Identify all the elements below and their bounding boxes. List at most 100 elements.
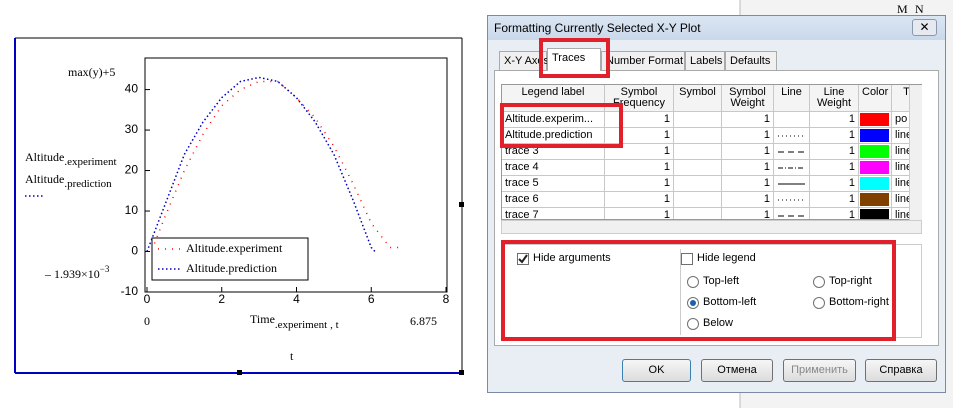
weight-cell: 1 <box>722 176 774 192</box>
toolbar-m: M <box>897 2 908 16</box>
dialog: Formatting Currently Selected X-Y Plot ✕… <box>487 15 946 393</box>
highlight-options <box>501 240 896 341</box>
weight-cell: 1 <box>722 144 774 160</box>
line-cell <box>774 160 810 176</box>
line-weight-cell: 1 <box>810 192 859 208</box>
line-cell <box>774 192 810 208</box>
radio[interactable] <box>813 297 825 309</box>
y-label: Altitude.experiment <box>25 150 117 168</box>
radio-dot <box>690 300 696 306</box>
v-scrollbar[interactable] <box>909 85 922 220</box>
color-cell <box>859 192 892 208</box>
x-label-sub: .experiment <box>275 319 327 331</box>
legend-label: Altitude.prediction <box>186 261 277 275</box>
y-tick-label: 0 <box>131 244 138 258</box>
color-cell <box>859 208 892 219</box>
y-label-name: Altitude <box>25 150 64 164</box>
radio-label: Top-left <box>703 275 740 287</box>
y-label-sub: .experiment <box>64 156 116 168</box>
x-tick-label: 2 <box>218 292 225 306</box>
x-label-bottom: t <box>290 349 294 363</box>
radio[interactable] <box>687 318 699 330</box>
line-cell <box>774 128 810 144</box>
column-header: Symbol Weight <box>722 85 774 112</box>
dialog-button[interactable]: Отмена <box>701 359 773 382</box>
dialog-button[interactable]: OK <box>622 359 691 382</box>
frequency-cell: 1 <box>605 160 674 176</box>
legend-label-cell[interactable]: trace 6 <box>502 192 605 208</box>
dialog-button[interactable]: Справка <box>865 359 937 382</box>
line-style <box>778 183 805 185</box>
frequency-cell: 1 <box>605 112 674 128</box>
y-tick-label: 30 <box>125 122 139 136</box>
close-button[interactable]: ✕ <box>912 19 937 36</box>
legend-label-cell[interactable]: trace 3 <box>502 144 605 160</box>
type-cell: line <box>892 176 921 192</box>
color-cell <box>859 112 892 128</box>
check-mark <box>518 254 528 264</box>
highlight-tab <box>539 38 610 78</box>
y-tick-label: 10 <box>125 203 139 217</box>
legend-label: Altitude.experiment <box>186 241 283 255</box>
resize-handle[interactable] <box>459 370 464 375</box>
color-swatch <box>860 129 889 142</box>
line-weight-cell: 1 <box>810 160 859 176</box>
weight-cell: 1 <box>722 160 774 176</box>
column-header: Line Weight <box>810 85 859 112</box>
y-tick-label: -10 <box>121 284 139 298</box>
line-style <box>778 215 805 217</box>
check-path <box>518 254 528 264</box>
tab[interactable]: Labels <box>685 51 725 70</box>
color-swatch <box>860 177 889 190</box>
y-min-exponent: −3 <box>100 264 110 274</box>
group-divider <box>680 249 681 335</box>
dialog-title: Formatting Currently Selected X-Y Plot <box>488 16 945 40</box>
legend-label-cell[interactable]: trace 4 <box>502 160 605 176</box>
tab[interactable]: Number Format <box>601 51 685 70</box>
legend-label-cell[interactable]: Altitude.prediction <box>502 128 605 144</box>
tab[interactable]: X-Y Axes <box>499 51 549 70</box>
weight-cell: 1 <box>722 112 774 128</box>
y-label-sub: .prediction <box>64 178 112 190</box>
resize-handle[interactable] <box>459 202 464 207</box>
line-style <box>778 167 805 169</box>
legend-label-cell[interactable]: trace 7 <box>502 208 605 219</box>
frequency-cell: 1 <box>605 176 674 192</box>
dialog-button[interactable]: Применить <box>783 359 856 382</box>
color-swatch <box>860 193 889 206</box>
weight-cell: 1 <box>722 128 774 144</box>
symbol-cell <box>674 176 722 192</box>
symbol-cell <box>674 160 722 176</box>
checkbox[interactable] <box>681 253 693 265</box>
h-scrollbar[interactable] <box>501 220 922 234</box>
legend-label-cell[interactable]: Altitude.experim... <box>502 112 605 128</box>
x-label-name: Time <box>250 312 275 326</box>
line-weight-cell: 1 <box>810 144 859 160</box>
line-style <box>778 135 805 137</box>
checkbox[interactable] <box>517 253 529 265</box>
resize-handle[interactable] <box>237 370 242 375</box>
line-weight-cell: 1 <box>810 208 859 219</box>
weight-cell: 1 <box>722 208 774 219</box>
legend-label-cell[interactable]: trace 5 <box>502 176 605 192</box>
checkbox-label: Hide arguments <box>533 252 611 264</box>
radio[interactable] <box>813 276 825 288</box>
type-cell: line <box>892 144 921 160</box>
line-style <box>778 199 805 201</box>
column-header: Symbol Frequency <box>605 85 674 112</box>
line-style <box>778 151 805 153</box>
radio[interactable] <box>687 276 699 288</box>
tab[interactable]: Traces <box>547 48 601 71</box>
tab[interactable]: Defaults <box>725 51 777 70</box>
radio[interactable] <box>687 297 699 309</box>
line-cell <box>774 112 810 128</box>
color-cell <box>859 144 892 160</box>
x-tick-label: 6 <box>368 292 375 306</box>
y-min-label: – 1.939×10−3 <box>44 264 110 281</box>
x-tick-label: 0 <box>144 292 151 306</box>
line-weight-cell: 1 <box>810 112 859 128</box>
line-weight-cell: 1 <box>810 128 859 144</box>
color-swatch <box>860 113 889 126</box>
symbol-cell <box>674 192 722 208</box>
